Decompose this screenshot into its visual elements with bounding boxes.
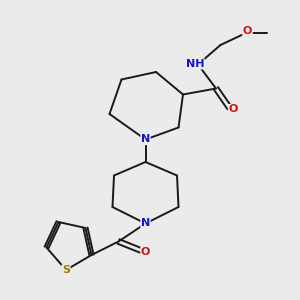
Text: N: N	[141, 218, 150, 229]
Text: O: O	[141, 247, 150, 257]
Text: O: O	[228, 104, 238, 115]
Text: NH: NH	[186, 59, 204, 69]
Text: N: N	[141, 134, 150, 145]
Text: O: O	[243, 26, 252, 37]
Text: S: S	[62, 265, 70, 275]
